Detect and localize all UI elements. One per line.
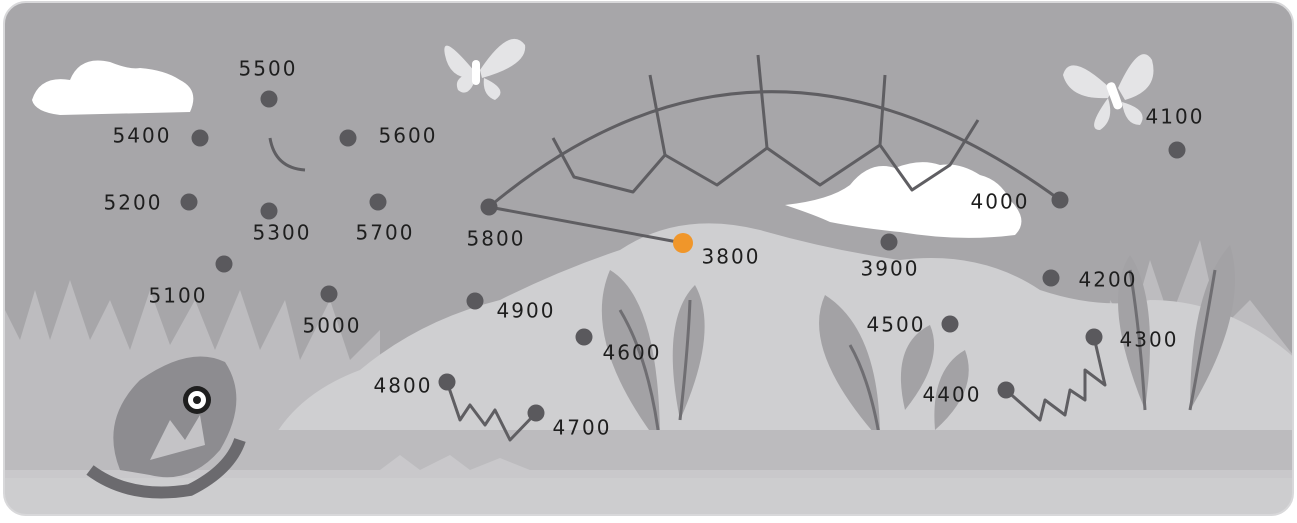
dot-label: 5700	[356, 221, 415, 245]
dot[interactable]	[321, 286, 338, 303]
dot-label: 4200	[1079, 268, 1138, 292]
dot[interactable]	[998, 382, 1015, 399]
dot-label: 5600	[379, 124, 438, 148]
game-board: 5500 5400 5600 5200 5300 5700 5800 5100 5000 4900…	[0, 0, 1297, 519]
dot[interactable]	[576, 329, 593, 346]
dot-label: 4900	[497, 299, 556, 323]
scenery	[0, 0, 1297, 519]
dot-label: 5800	[467, 227, 526, 251]
dot-label: 3900	[861, 257, 920, 281]
dot[interactable]	[881, 234, 898, 251]
dot-label: 5300	[253, 221, 312, 245]
dot[interactable]	[467, 293, 484, 310]
dot[interactable]	[192, 130, 209, 147]
dot[interactable]	[439, 374, 456, 391]
dot[interactable]	[340, 130, 357, 147]
dot[interactable]	[261, 203, 278, 220]
dot-label: 4400	[923, 383, 982, 407]
dot-label: 4000	[971, 190, 1030, 214]
dot[interactable]	[1169, 142, 1186, 159]
dot-label: 4500	[867, 313, 926, 337]
dot[interactable]	[1052, 192, 1069, 209]
current-dot[interactable]	[673, 233, 693, 253]
dot-label: 4800	[374, 374, 433, 398]
dot-label: 4700	[553, 416, 612, 440]
dot-label: 5200	[104, 191, 163, 215]
dot-label: 5000	[303, 314, 362, 338]
dot[interactable]	[216, 256, 233, 273]
dot-label: 3800	[702, 245, 761, 269]
dot-label: 5100	[149, 284, 208, 308]
dot-label: 5400	[113, 124, 172, 148]
dot-label: 4600	[603, 341, 662, 365]
dot[interactable]	[528, 405, 545, 422]
dot[interactable]	[481, 199, 498, 216]
dot[interactable]	[942, 316, 959, 333]
dot[interactable]	[1086, 329, 1103, 346]
dot[interactable]	[261, 91, 278, 108]
dot[interactable]	[370, 194, 387, 211]
dot[interactable]	[1043, 270, 1060, 287]
dot-label: 4100	[1146, 105, 1205, 129]
dot-label: 5500	[239, 57, 298, 81]
dot-label: 4300	[1120, 328, 1179, 352]
dot[interactable]	[181, 194, 198, 211]
